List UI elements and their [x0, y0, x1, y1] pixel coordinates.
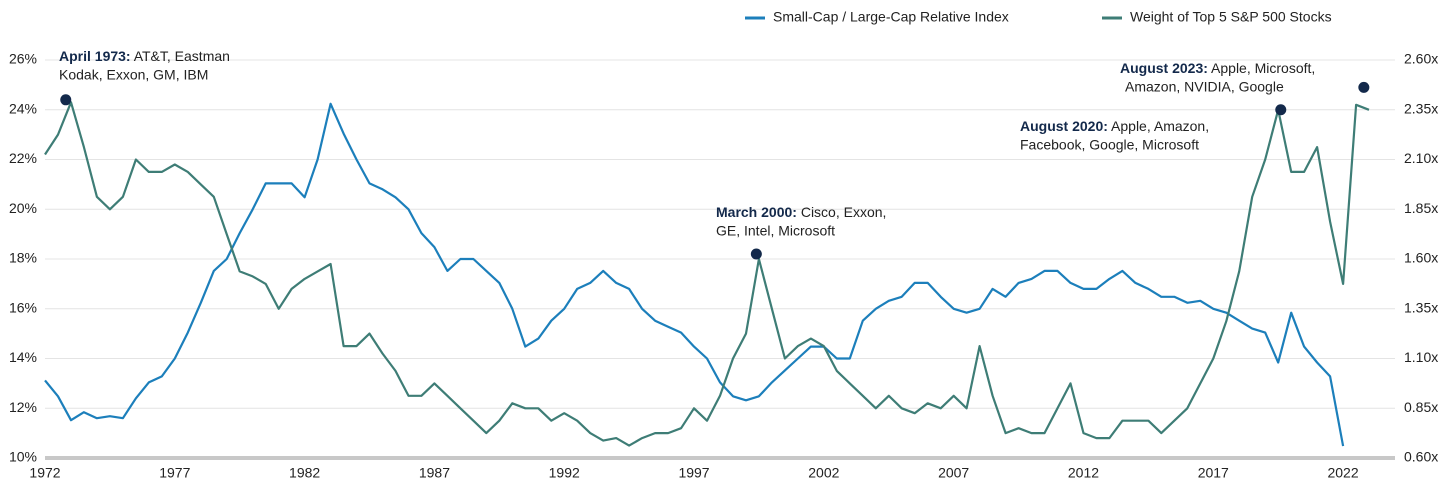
annotation-bold: March 2000: — [716, 204, 797, 220]
annotation-text: August 2020: Apple, Amazon, — [1020, 118, 1209, 134]
annotation-bold: August 2023: — [1120, 60, 1208, 76]
y-tick-label: 16% — [9, 299, 37, 315]
y-tick-label: 20% — [9, 200, 37, 216]
y2-tick-label: 1.10x — [1404, 349, 1438, 365]
y2-tick-label: 1.85x — [1404, 200, 1438, 216]
annotation-line: GE, Intel, Microsoft — [716, 223, 835, 239]
y2-tick-label: 2.10x — [1404, 150, 1438, 166]
y-tick-label: 10% — [9, 449, 37, 465]
y2-tick-label: 2.35x — [1404, 100, 1438, 116]
x-tick-label: 1982 — [289, 465, 320, 481]
y2-tick-label: 0.60x — [1404, 449, 1438, 465]
x-tick-label: 1977 — [159, 465, 190, 481]
legend-label: Weight of Top 5 S&P 500 Stocks — [1130, 9, 1332, 25]
y-tick-label: 14% — [9, 349, 37, 365]
y-tick-label: 18% — [9, 250, 37, 266]
annotation-line: Apple, Microsoft, — [1208, 60, 1315, 76]
legend-label: Small-Cap / Large-Cap Relative Index — [773, 9, 1009, 25]
annotation-text: August 2023: Apple, Microsoft, — [1120, 60, 1315, 76]
y2-tick-label: 1.60x — [1404, 250, 1438, 266]
y-tick-label: 12% — [9, 399, 37, 415]
y-tick-label: 26% — [9, 51, 37, 67]
annotation-line: Apple, Amazon, — [1108, 118, 1209, 134]
y2-tick-label: 1.35x — [1404, 299, 1438, 315]
x-tick-label: 1997 — [678, 465, 709, 481]
x-tick-label: 1972 — [29, 465, 60, 481]
annotation-line: Amazon, NVIDIA, Google — [1125, 79, 1284, 95]
x-tick-label: 1992 — [549, 465, 580, 481]
annotation-line: AT&T, Eastman — [131, 48, 230, 64]
series-line — [44, 102, 1345, 447]
annotation-line: Kodak, Exxon, GM, IBM — [59, 67, 208, 83]
annotation-line: Cisco, Exxon, — [797, 204, 886, 220]
annotation-text: March 2000: Cisco, Exxon, — [716, 204, 886, 220]
y-tick-label: 24% — [9, 100, 37, 116]
annotation-dot — [60, 94, 72, 106]
x-tick-label: 2002 — [808, 465, 839, 481]
annotation-bold: August 2020: — [1020, 118, 1108, 134]
x-tick-label: 2007 — [938, 465, 969, 481]
y2-tick-label: 2.60x — [1404, 51, 1438, 67]
x-tick-label: 1987 — [419, 465, 450, 481]
x-tick-label: 2022 — [1327, 465, 1358, 481]
annotation-text: April 1973: AT&T, Eastman — [59, 48, 230, 64]
annotation-dot — [1275, 104, 1287, 116]
x-tick-label: 2012 — [1068, 465, 1099, 481]
annotation-dot — [750, 248, 762, 260]
annotation-line: Facebook, Google, Microsoft — [1020, 137, 1199, 153]
series-line — [44, 101, 1370, 447]
y2-tick-label: 0.85x — [1404, 399, 1438, 415]
x-tick-label: 2017 — [1198, 465, 1229, 481]
annotation-dot — [1358, 81, 1370, 93]
annotation-bold: April 1973: — [59, 48, 131, 64]
y-tick-label: 22% — [9, 150, 37, 166]
